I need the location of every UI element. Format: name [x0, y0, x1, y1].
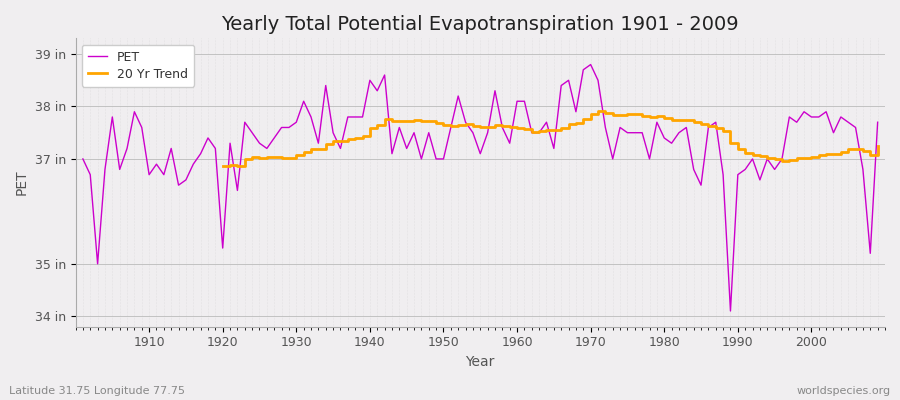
- Line: PET: PET: [83, 64, 878, 311]
- 20 Yr Trend: [217, 164, 228, 168]
- PET: [504, 141, 515, 146]
- PET: [342, 114, 353, 119]
- Text: worldspecies.org: worldspecies.org: [796, 386, 891, 396]
- X-axis label: Year: Year: [465, 355, 495, 369]
- 20 Yr Trend: [592, 109, 603, 114]
- Line: 20 Yr Trend: 20 Yr Trend: [222, 112, 878, 166]
- PET: [585, 62, 596, 67]
- 20 Yr Trend: [416, 119, 427, 124]
- 20 Yr Trend: [872, 143, 883, 148]
- 20 Yr Trend: [681, 118, 692, 122]
- PET: [512, 99, 523, 104]
- Legend: PET, 20 Yr Trend: PET, 20 Yr Trend: [82, 44, 194, 87]
- PET: [298, 99, 309, 104]
- Y-axis label: PET: PET: [15, 170, 29, 195]
- Title: Yearly Total Potential Evapotranspiration 1901 - 2009: Yearly Total Potential Evapotranspiratio…: [221, 15, 739, 34]
- PET: [608, 156, 618, 161]
- 20 Yr Trend: [770, 157, 780, 162]
- PET: [77, 156, 88, 161]
- PET: [137, 125, 148, 130]
- 20 Yr Trend: [850, 146, 861, 151]
- Text: Latitude 31.75 Longitude 77.75: Latitude 31.75 Longitude 77.75: [9, 386, 185, 396]
- 20 Yr Trend: [784, 158, 795, 162]
- PET: [725, 308, 736, 313]
- PET: [872, 120, 883, 125]
- 20 Yr Trend: [306, 146, 317, 151]
